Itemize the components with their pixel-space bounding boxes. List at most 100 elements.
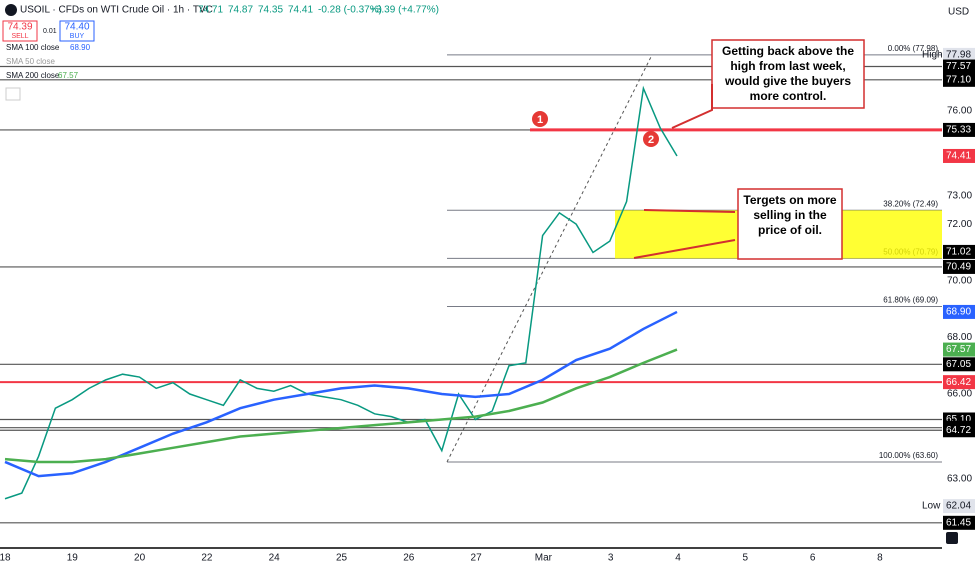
y-tick-label: 73.00 <box>947 191 972 202</box>
price-label: 67.05 <box>946 359 971 370</box>
open: 74.71 <box>198 5 223 16</box>
price-label-box <box>943 72 975 87</box>
indicator-value: 67.57 <box>58 71 79 80</box>
annotation-box <box>737 188 843 260</box>
sell-button[interactable] <box>2 20 38 42</box>
x-tick-label: 19 <box>67 553 79 564</box>
symbol: USOIL · CFDs on WTI Crude Oil · 1h · TVC <box>20 5 213 16</box>
annotation-text: selling in the <box>753 208 827 222</box>
price-label-box <box>943 304 975 319</box>
y-tick-label: 72.00 <box>947 219 972 230</box>
high: 74.87 <box>228 5 253 16</box>
price-label: 64.72 <box>946 425 971 436</box>
x-tick-label: 6 <box>810 553 816 564</box>
price-label-box <box>943 244 975 259</box>
price-tag: High <box>922 50 943 61</box>
price-label-box <box>943 423 975 438</box>
price-label: 77.57 <box>946 61 971 72</box>
buy-button[interactable] <box>59 20 95 42</box>
arrow <box>643 209 736 213</box>
x-tick-label: 22 <box>201 553 213 564</box>
y-tick-label: 66.00 <box>947 389 972 400</box>
price-label: 71.02 <box>946 247 971 258</box>
price-label: 68.90 <box>946 307 971 318</box>
x-tick-label: 26 <box>403 553 415 564</box>
x-tick-label: 8 <box>877 553 883 564</box>
x-tick-label: 18 <box>0 553 11 564</box>
price-label-box <box>943 375 975 390</box>
x-tick-label: 3 <box>608 553 614 564</box>
annotation-text: Getting back above the <box>722 44 854 58</box>
price-label: 65.10 <box>946 414 971 425</box>
marker <box>643 131 659 147</box>
spread: 0.01 <box>43 28 57 35</box>
buy-price: 74.40 <box>64 22 89 33</box>
price-label-box <box>943 47 975 62</box>
currency: USD <box>948 7 969 18</box>
x-tick-label: 25 <box>336 553 348 564</box>
y-tick-label: 63.00 <box>947 474 972 485</box>
price-label-box <box>943 499 975 514</box>
fib-label: 100.00% (63.60) <box>879 451 938 460</box>
price-label: 70.49 <box>946 262 971 273</box>
time-axis <box>0 548 975 569</box>
x-tick-label: 20 <box>134 553 146 564</box>
annotation-text: more control. <box>750 89 827 103</box>
fib-label: 61.80% (69.09) <box>883 296 938 305</box>
fib-label: 0.00% (77.98) <box>888 44 939 53</box>
auto-button[interactable] <box>946 532 958 544</box>
close: 74.41 <box>288 5 313 16</box>
y-tick-label: 68.00 <box>947 332 972 343</box>
fib-trend <box>446 54 653 463</box>
y-tick-label: 76.00 <box>947 106 972 117</box>
price-label-box <box>943 259 975 274</box>
price-label: 67.57 <box>946 344 971 355</box>
annotation-text: would give the buyers <box>724 74 851 88</box>
low: 74.35 <box>258 5 283 16</box>
arrow <box>633 239 736 259</box>
x-tick-label: 24 <box>269 553 281 564</box>
price-label-box <box>943 357 975 372</box>
price-label: 62.04 <box>946 501 971 512</box>
annotation-text: price of oil. <box>758 223 822 237</box>
header: USOIL · CFDs on WTI Crude Oil · 1h · TVC… <box>2 4 439 42</box>
fib-label: 38.20% (72.49) <box>883 199 938 208</box>
price-label-box <box>943 59 975 74</box>
price-label: 77.98 <box>946 50 971 61</box>
indicator-name: SMA 50 close <box>6 57 55 66</box>
buy-label: BUY <box>70 33 85 40</box>
x-tick-label: Mar <box>535 553 553 564</box>
change: -0.28 (-0.37%) <box>318 5 382 16</box>
indicator-name: SMA 200 close <box>6 71 60 80</box>
annotation-text: Tergets on more <box>743 193 836 207</box>
x-tick-label: 27 <box>471 553 483 564</box>
marker <box>532 111 548 127</box>
symbol-icon <box>5 4 17 16</box>
arrow <box>671 84 713 129</box>
extra-change: +3.39 (+4.77%) <box>370 5 439 16</box>
x-tick-label: 4 <box>675 553 681 564</box>
marker-label: 2 <box>648 134 654 146</box>
price-label-box <box>943 342 975 357</box>
sell-label: SELL <box>11 33 28 40</box>
annotation-text: high from last week, <box>730 59 845 73</box>
price-label: 75.33 <box>946 125 971 136</box>
x-tick-label: 5 <box>743 553 749 564</box>
indicator-value: 68.90 <box>70 43 91 52</box>
price-label-box <box>943 148 975 163</box>
price-label-box <box>943 515 975 530</box>
price-label: 61.45 <box>946 517 971 528</box>
sell-price: 74.39 <box>7 22 32 33</box>
price-tag: Low <box>922 501 941 512</box>
price-label-box <box>943 122 975 137</box>
y-tick-label: 70.00 <box>947 275 972 286</box>
series-line <box>4 348 678 464</box>
indicator-name: SMA 100 close <box>6 43 60 52</box>
marker-label: 1 <box>537 114 543 126</box>
price-label: 77.10 <box>946 74 971 85</box>
collapse-button[interactable] <box>5 87 21 101</box>
annotation-box <box>711 39 865 109</box>
price-label: 74.41 <box>946 151 971 162</box>
series-line <box>4 85 678 500</box>
